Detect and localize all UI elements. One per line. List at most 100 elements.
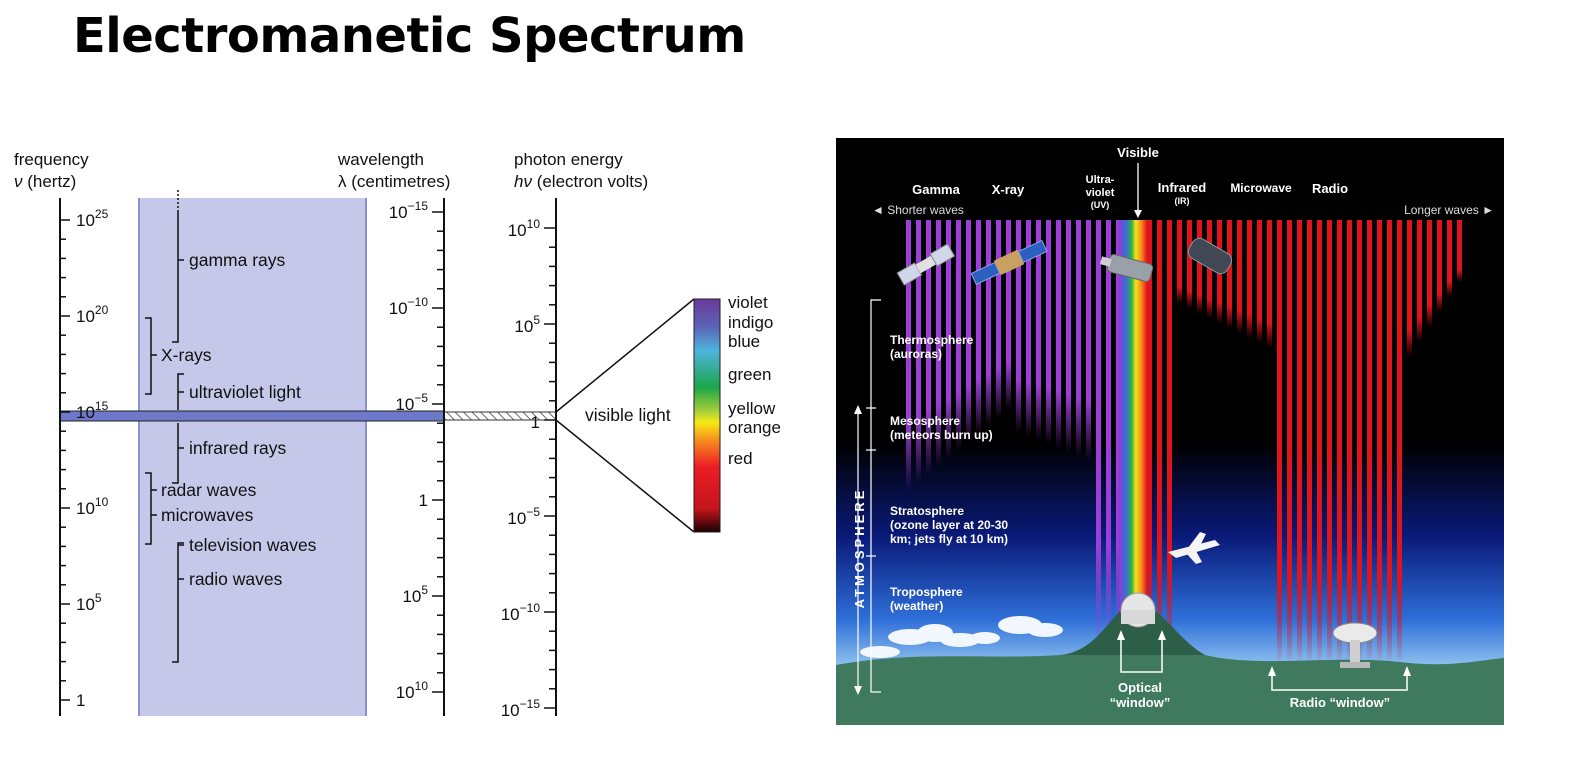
- gamma-top-label: Gamma: [912, 182, 960, 197]
- gamma-bracket: [172, 212, 179, 343]
- color-label-violet: violet: [728, 293, 768, 312]
- frequency-tick-label: 1025: [76, 207, 109, 230]
- ir-top-label-1: Infrared: [1158, 180, 1206, 195]
- uv-stripe: [926, 220, 931, 474]
- uv-stripe: [956, 220, 961, 450]
- wavelength-tick-label: 10−5: [395, 391, 428, 414]
- energy-tick-label: 1: [531, 413, 540, 432]
- x-rays-label: X-rays: [161, 345, 212, 365]
- uv-stripe: [1116, 220, 1121, 655]
- ir-radio-stripe: [1407, 220, 1412, 357]
- energy-tick-label: 10−5: [507, 505, 540, 528]
- energy-header: photon energy: [514, 150, 623, 169]
- shorter-waves-label: ◄ Shorter waves: [872, 203, 964, 217]
- wavelength-tick-label: 10−15: [389, 199, 429, 222]
- stratosphere-note-1: (ozone layer at 20-30: [890, 518, 1008, 532]
- ir-bracket: [172, 423, 179, 484]
- visible-beam: [1119, 220, 1147, 660]
- color-label-blue: blue: [728, 332, 760, 351]
- radio-window-bracket: [1271, 672, 1408, 691]
- ir-radio-stripe: [1227, 220, 1232, 329]
- visible-color-bar: [693, 298, 721, 533]
- ir-radio-stripe: [1157, 220, 1162, 655]
- wavelength-axis: 10−15 10−10 10−5 1 105 1010: [389, 198, 445, 716]
- stratosphere-label: Stratosphere: [890, 504, 964, 518]
- ir-radio-stripe: [1167, 220, 1172, 655]
- frequency-unit: ν (hertz): [14, 172, 76, 191]
- atmosphere-diagram: Visible Gamma X-ray Ultra- violet (UV) I…: [836, 138, 1504, 725]
- atmosphere-label: ATMOSPHERE: [852, 488, 867, 609]
- uv-stripe: [1056, 220, 1061, 449]
- uv-stripe: [976, 220, 981, 434]
- ir-radio-stripe: [1257, 220, 1262, 344]
- troposphere-label: Troposphere: [890, 585, 963, 599]
- uv-stripe: [1066, 220, 1071, 453]
- uv-stripe: [966, 220, 971, 442]
- uv-stripe: [906, 220, 911, 490]
- uv-stripe: [1046, 220, 1051, 445]
- ground: [836, 600, 1504, 725]
- ir-radio-stripe: [1377, 220, 1382, 665]
- frequency-axis: 1025 1020 1015 1010 105 1: [59, 198, 109, 716]
- energy-axis: 1010 105 1 10−5 10−10 10−15: [501, 198, 557, 720]
- ir-radio-stripe: [1317, 220, 1322, 665]
- color-label-red: red: [728, 449, 753, 468]
- frequency-tick-label: 1015: [76, 399, 109, 422]
- microwave-top-label: Microwave: [1230, 181, 1292, 195]
- long-wave-stripes: [1147, 220, 1462, 665]
- uv-stripe: [936, 220, 941, 466]
- wavelength-tick-label: 1010: [396, 679, 429, 702]
- ultraviolet-label: ultraviolet light: [189, 382, 301, 402]
- satellite-icons: [896, 237, 1233, 286]
- frequency-tick-label: 1010: [76, 495, 109, 518]
- color-label-yellow: yellow: [728, 399, 776, 418]
- airplane-icon: [1168, 532, 1220, 564]
- optical-arrow-right: [1158, 630, 1166, 640]
- thermosphere-note: (auroras): [890, 347, 942, 361]
- ir-radio-stripe: [1387, 220, 1392, 665]
- frequency-tick-label: 1020: [76, 303, 109, 326]
- ir-radio-stripe: [1417, 220, 1422, 342]
- color-label-indigo: indigo: [728, 313, 773, 332]
- optical-window-label-1: Optical: [1118, 680, 1162, 695]
- energy-unit: hν (electron volts): [514, 172, 648, 191]
- ir-radio-stripe: [1187, 220, 1192, 309]
- uv-stripe: [996, 220, 1001, 418]
- frequency-tick-label: 105: [76, 591, 102, 614]
- troposphere-note: (weather): [890, 599, 943, 613]
- uv-stripe: [1026, 220, 1031, 437]
- ir-radio-stripe: [1237, 220, 1242, 334]
- uv-stripe: [916, 220, 921, 482]
- optical-arrow-left: [1117, 630, 1125, 640]
- radio-window-label: Radio “window”: [1290, 695, 1390, 710]
- visible-top-label: Visible: [1117, 145, 1159, 160]
- radiation-band: [139, 198, 366, 716]
- uv-stripe: [1106, 220, 1111, 655]
- energy-tick-label: 1010: [508, 217, 541, 240]
- microwave-bracket: [145, 472, 152, 545]
- page-title: Electromanetic Spectrum: [73, 8, 746, 64]
- energy-tick-label: 105: [514, 313, 540, 336]
- uv-stripe: [1076, 220, 1081, 457]
- ir-radio-stripe: [1267, 220, 1272, 349]
- xray-bracket: [145, 317, 152, 395]
- ir-radio-stripe: [1457, 220, 1462, 282]
- wavelength-tick-label: 105: [402, 583, 428, 606]
- visible-light-label: visible light: [585, 405, 671, 425]
- energy-tick-label: 10−15: [501, 697, 541, 720]
- ir-radio-stripe: [1177, 220, 1182, 304]
- ir-radio-stripe: [1327, 220, 1332, 665]
- uv-stripe: [1016, 220, 1021, 433]
- ir-radio-stripe: [1397, 220, 1402, 665]
- ir-radio-stripe: [1147, 220, 1152, 655]
- frequency-header: frequency: [14, 150, 89, 169]
- uv-stripe: [1036, 220, 1041, 441]
- ir-radio-stripe: [1287, 220, 1292, 665]
- radio-bracket: [172, 542, 184, 663]
- color-label-green: green: [728, 365, 771, 384]
- ir-radio-stripe: [1277, 220, 1282, 665]
- uv-top-label-1: Ultra-: [1086, 174, 1115, 186]
- uv-bracket: [177, 373, 184, 410]
- energy-tick-label: 10−10: [501, 601, 541, 624]
